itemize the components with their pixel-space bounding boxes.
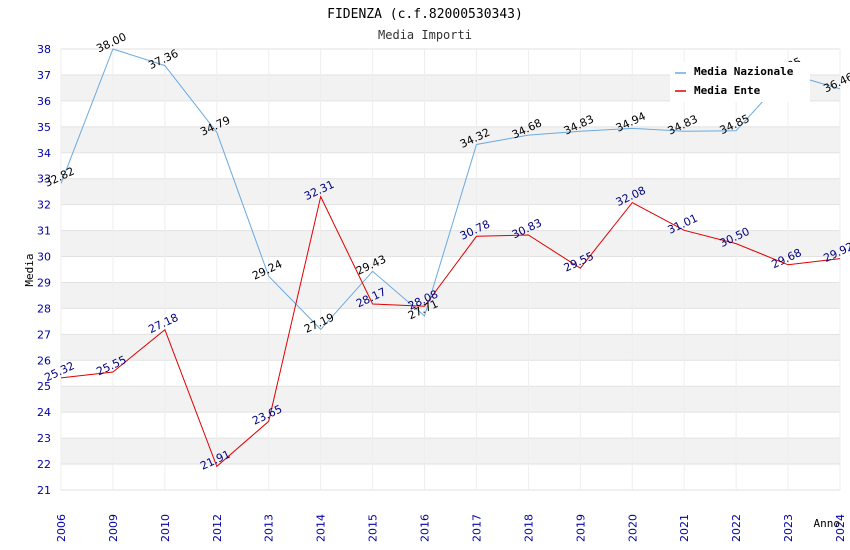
data-label-nazionale: 29.24 [250,258,284,283]
series-line-media-ente [60,195,841,468]
y-tick-label: 30 [37,251,51,264]
gridlines [60,48,841,491]
data-label-nazionale: 37.36 [146,47,180,72]
grid-band [61,334,840,361]
x-tick-label: 2017 [470,514,483,542]
x-tick-label: 2020 [626,514,639,542]
y-tick-label: 25 [37,380,51,393]
legend-box [670,62,810,102]
data-label-ente: 27.18 [146,311,180,336]
y-tick-label: 29 [37,276,51,289]
x-tick-label: 2016 [419,514,432,542]
chart-subtitle: Media Importi [378,28,472,42]
grid-band [61,178,840,205]
y-tick-label: 33 [37,173,51,186]
y-axis-ticks: 21 22 23 24 25 26 27 28 29 30 31 32 33 34 35 36 37 38 [37,43,51,497]
chart-title: FIDENZA (c.f.82000530343) [327,7,523,22]
y-tick-label: 26 [37,354,51,367]
x-tick-label: 2006 [55,514,68,542]
grid-bands [61,74,840,465]
x-axis-ticks: 2006 2009 2010 2012 2013 2014 2015 2016 2017 2018… [55,514,847,542]
grid-band [61,282,840,309]
x-tick-label: 2010 [159,514,172,542]
x-tick-label: 2013 [263,514,276,542]
legend: Media Nazionale Media Ente [670,62,810,102]
grid-band [61,230,840,257]
x-axis-label: Anno [814,517,841,530]
y-axis-label: Media [23,253,36,286]
y-tick-label: 31 [37,225,51,238]
y-tick-label: 38 [37,43,51,56]
y-tick-label: 34 [37,147,51,160]
legend-label-nazionale: Media Nazionale [694,65,794,78]
series-group [60,48,841,468]
y-tick-label: 27 [37,328,51,341]
x-tick-label: 2012 [211,514,224,542]
series-line-media-nazionale [60,48,841,331]
grid-band [61,386,840,413]
data-label-nazionale: 27.19 [302,311,336,336]
x-tick-label: 2009 [107,514,120,542]
y-tick-label: 24 [37,406,51,419]
x-tick-label: 2022 [730,514,743,542]
y-tick-label: 21 [37,484,51,497]
x-tick-label: 2018 [522,514,535,542]
y-tick-label: 35 [37,121,51,134]
x-tick-label: 2019 [574,514,587,542]
y-tick-label: 23 [37,432,51,445]
grid-band [61,438,840,465]
legend-label-ente: Media Ente [694,84,761,97]
x-tick-label: 2024 [834,514,847,542]
x-tick-label: 2015 [367,514,380,542]
x-tick-label: 2023 [782,514,795,542]
y-tick-label: 22 [37,458,51,471]
x-tick-label: 2021 [678,514,691,542]
y-tick-label: 28 [37,302,51,315]
y-tick-label: 32 [37,199,51,212]
y-tick-label: 36 [37,95,51,108]
x-tick-label: 2014 [315,514,328,542]
y-tick-label: 37 [37,69,51,82]
